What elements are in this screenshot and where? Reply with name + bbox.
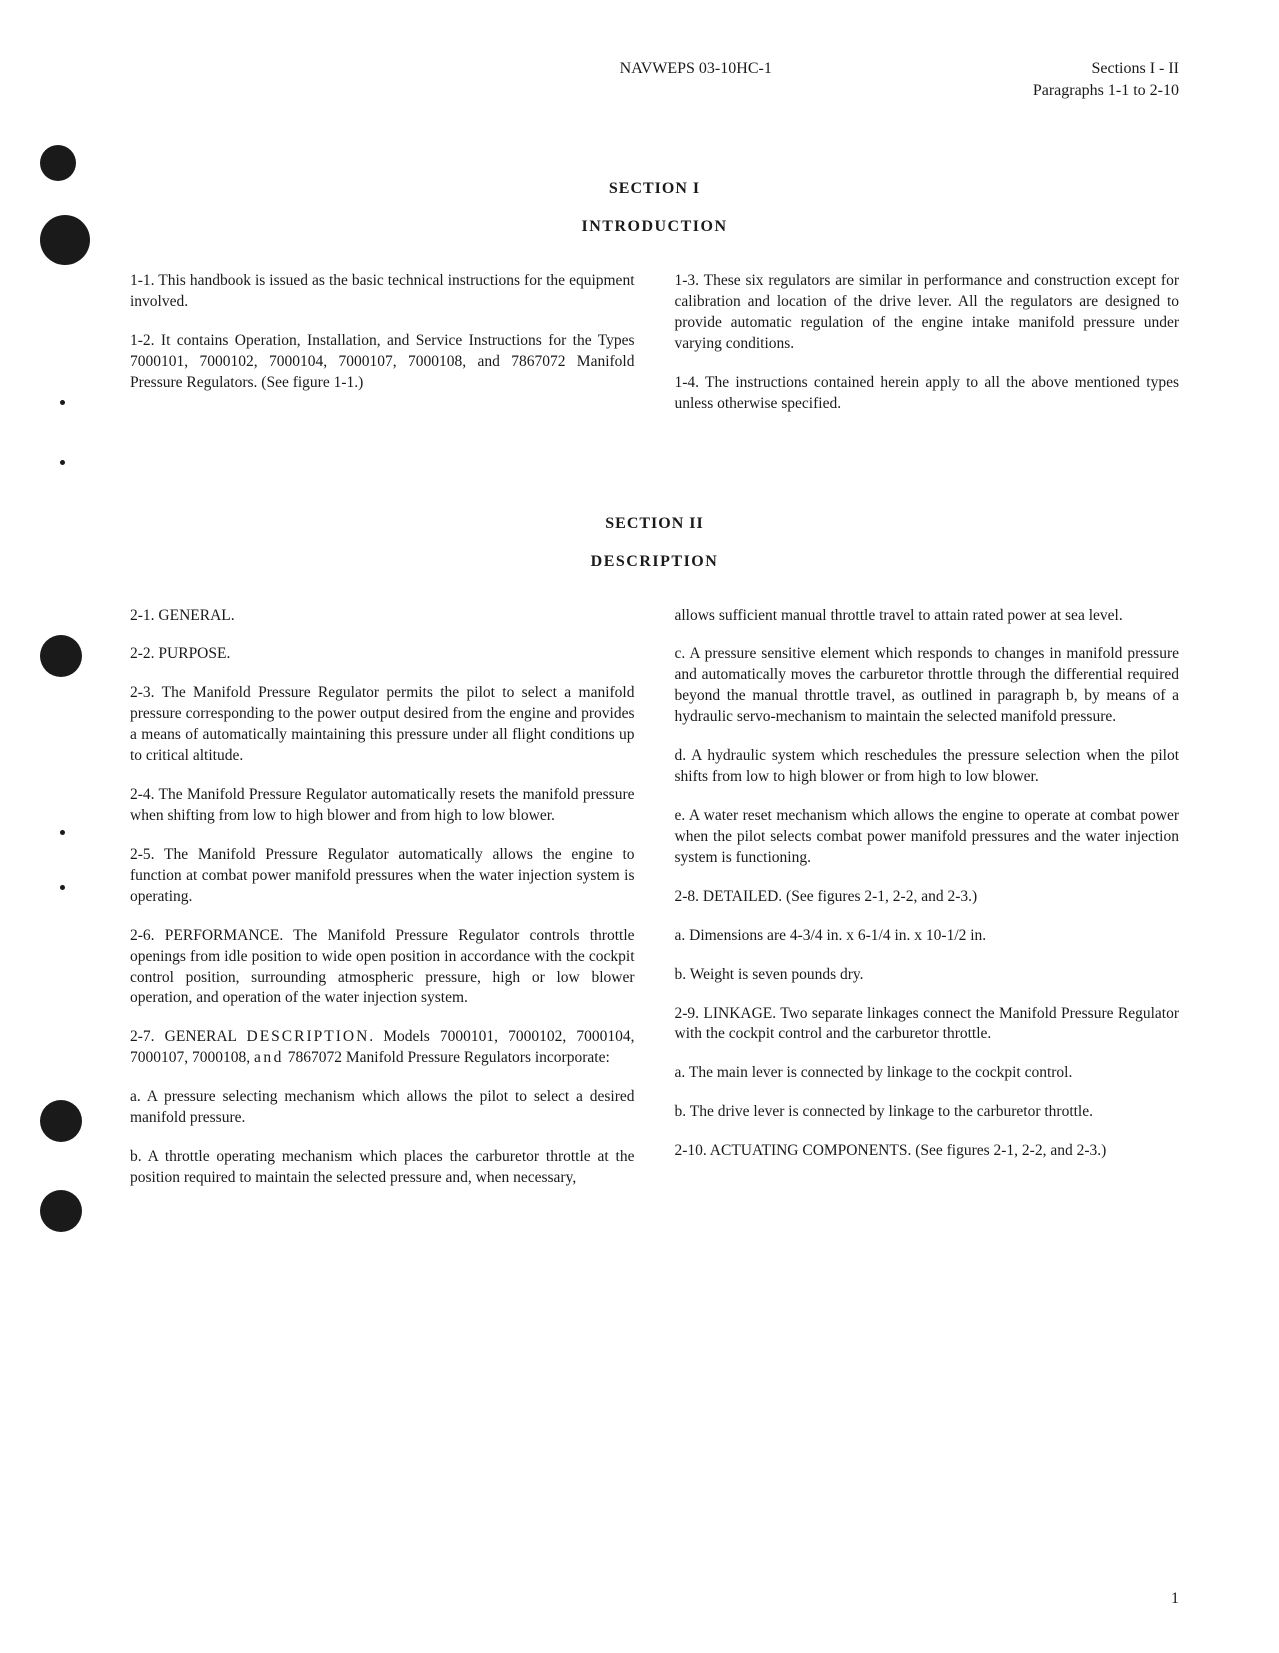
para-2-7: 2-7. GENERAL DESCRIPTION. Models 7000101… bbox=[130, 1027, 635, 1069]
page-header: NAVWEPS 03-10HC-1 Sections I - II bbox=[130, 60, 1179, 78]
mark-dot bbox=[60, 460, 65, 465]
mark-dot bbox=[60, 885, 65, 890]
mark-dot bbox=[60, 400, 65, 405]
para-2-9-a: a. The main lever is connected by linkag… bbox=[675, 1063, 1180, 1084]
section-2-left-col: 2-1. GENERAL. 2-2. PURPOSE. 2-3. The Man… bbox=[130, 606, 635, 1189]
para-2-3: 2-3. The Manifold Pressure Regulator per… bbox=[130, 683, 635, 767]
para-2-7-suffix: 7867072 Manifold Pressure Regulators inc… bbox=[284, 1049, 610, 1066]
section-2-subtitle: DESCRIPTION bbox=[130, 553, 1179, 571]
para-2-9: 2-9. LINKAGE. Two separate linkages conn… bbox=[675, 1004, 1180, 1046]
section-1-left-col: 1-1. This handbook is issued as the basi… bbox=[130, 271, 635, 415]
para-1-2: 1-2. It contains Operation, Installation… bbox=[130, 331, 635, 394]
paragraphs-label: Paragraphs 1-1 to 2-10 bbox=[130, 82, 1179, 100]
binder-hole bbox=[40, 1190, 82, 1232]
para-2-8-b: b. Weight is seven pounds dry. bbox=[675, 965, 1180, 986]
para-2-7-e: e. A water reset mechanism which allows … bbox=[675, 806, 1180, 869]
para-2-2: 2-2. PURPOSE. bbox=[130, 644, 635, 665]
section-2-body: 2-1. GENERAL. 2-2. PURPOSE. 2-3. The Man… bbox=[130, 606, 1179, 1189]
para-2-10: 2-10. ACTUATING COMPONENTS. (See figures… bbox=[675, 1141, 1180, 1162]
para-2-7-b-cont: allows sufficient manual throttle travel… bbox=[675, 606, 1180, 627]
para-1-3: 1-3. These six regulators are similar in… bbox=[675, 271, 1180, 355]
para-2-6: 2-6. PERFORMANCE. The Manifold Pressure … bbox=[130, 926, 635, 1010]
section-2-title: SECTION II bbox=[130, 515, 1179, 533]
para-1-4: 1-4. The instructions contained herein a… bbox=[675, 373, 1180, 415]
binder-hole bbox=[40, 1100, 82, 1142]
para-2-7-and: and bbox=[254, 1049, 284, 1066]
section-1-subtitle: INTRODUCTION bbox=[130, 218, 1179, 236]
para-2-8: 2-8. DETAILED. (See figures 2-1, 2-2, an… bbox=[675, 887, 1180, 908]
para-2-1: 2-1. GENERAL. bbox=[130, 606, 635, 627]
para-2-7-b: b. A throttle operating mechanism which … bbox=[130, 1147, 635, 1189]
para-2-4: 2-4. The Manifold Pressure Regulator aut… bbox=[130, 785, 635, 827]
mark-dot bbox=[60, 830, 65, 835]
section-2-right-col: allows sufficient manual throttle travel… bbox=[675, 606, 1180, 1189]
doc-id: NAVWEPS 03-10HC-1 bbox=[300, 60, 1091, 78]
para-2-7-prefix: 2-7. GENERAL bbox=[130, 1028, 247, 1045]
document-page: NAVWEPS 03-10HC-1 Sections I - II Paragr… bbox=[130, 60, 1179, 1613]
sections-label: Sections I - II bbox=[1091, 60, 1179, 78]
para-2-7-a: a. A pressure selecting mechanism which … bbox=[130, 1087, 635, 1129]
binder-hole bbox=[40, 635, 82, 677]
para-2-7-c: c. A pressure sensitive element which re… bbox=[675, 644, 1180, 728]
section-1-title: SECTION I bbox=[130, 180, 1179, 198]
para-2-7-desc: DESCRIPTION bbox=[247, 1028, 370, 1045]
page-number: 1 bbox=[1171, 1590, 1179, 1608]
binder-hole bbox=[40, 215, 90, 265]
para-2-7-d: d. A hydraulic system which reschedules … bbox=[675, 746, 1180, 788]
section-1-right-col: 1-3. These six regulators are similar in… bbox=[675, 271, 1180, 415]
para-2-9-b: b. The drive lever is connected by linka… bbox=[675, 1102, 1180, 1123]
binder-hole bbox=[40, 145, 76, 181]
para-2-8-a: a. Dimensions are 4-3/4 in. x 6-1/4 in. … bbox=[675, 926, 1180, 947]
section-1-body: 1-1. This handbook is issued as the basi… bbox=[130, 271, 1179, 415]
para-1-1: 1-1. This handbook is issued as the basi… bbox=[130, 271, 635, 313]
para-2-5: 2-5. The Manifold Pressure Regulator aut… bbox=[130, 845, 635, 908]
